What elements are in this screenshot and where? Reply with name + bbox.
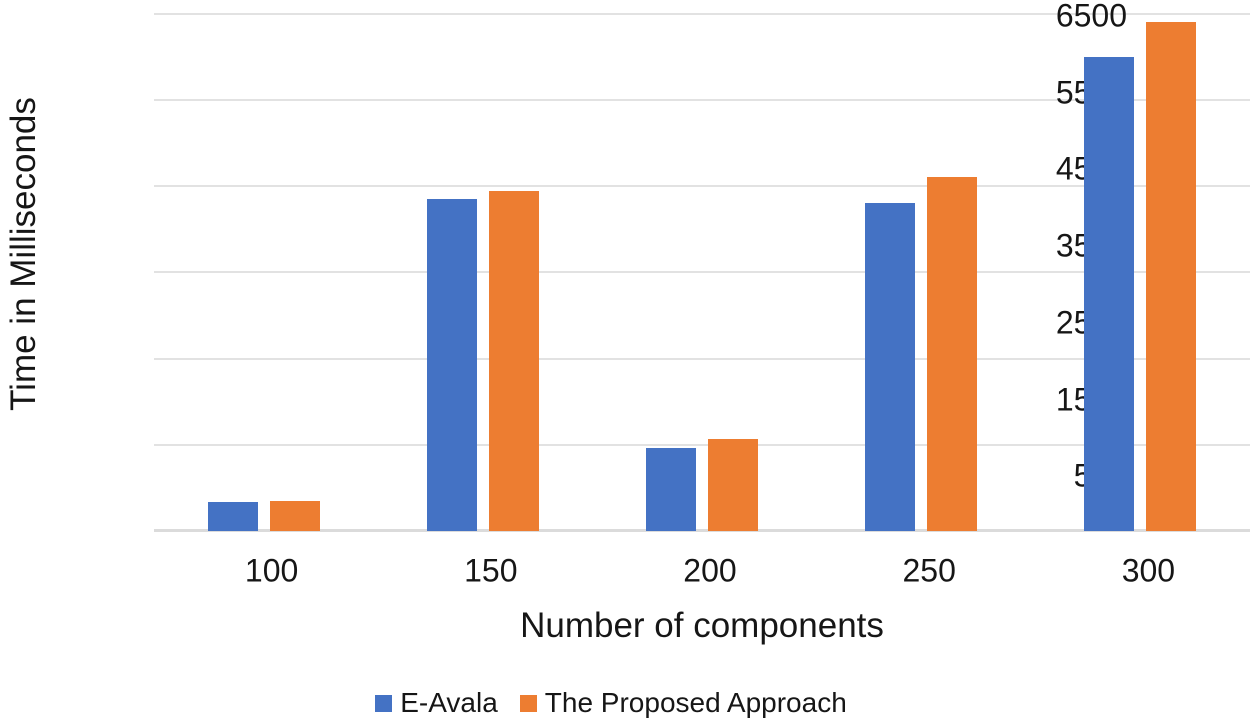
- x-axis-baseline: [154, 529, 1250, 532]
- bar-the-proposed-approach: [488, 191, 539, 531]
- x-tick-label: 200: [683, 552, 737, 589]
- legend-swatch-the-proposed-approach: [519, 694, 537, 712]
- bar-group: [207, 500, 320, 531]
- bar-the-proposed-approach: [269, 500, 320, 531]
- y-axis-title: Time in Milliseconds: [4, 97, 43, 411]
- gridline: [154, 185, 1250, 187]
- bar-the-proposed-approach: [708, 438, 758, 531]
- legend-label: The Proposed Approach: [544, 687, 847, 718]
- bar-e-avala: [646, 448, 696, 531]
- bar-e-avala: [207, 502, 258, 531]
- gridline: [154, 443, 1250, 446]
- gridline: [154, 12, 1250, 15]
- bar-the-proposed-approach: [1146, 22, 1197, 531]
- bar-group: [1084, 22, 1197, 531]
- y-tick-label: 6500: [1055, 0, 1127, 34]
- x-axis-title: Number of components: [520, 606, 884, 645]
- bar-group: [646, 438, 758, 531]
- gridline: [154, 357, 1250, 360]
- x-tick-label: 150: [464, 552, 518, 589]
- legend: E-Avala The Proposed Approach: [0, 687, 1238, 719]
- bar-group: [426, 191, 539, 531]
- gridline: [154, 98, 1250, 101]
- bar-the-proposed-approach: [927, 176, 978, 531]
- x-tick-label: 300: [1121, 552, 1176, 589]
- gridline: [154, 271, 1250, 274]
- legend-swatch-e-avala: [375, 694, 393, 712]
- legend-item-the-proposed-approach: The Proposed Approach: [519, 687, 847, 719]
- bar-group: [865, 176, 978, 531]
- bar-e-avala: [1084, 56, 1135, 531]
- bar-e-avala: [426, 199, 477, 531]
- legend-item-e-avala: E-Avala: [375, 687, 498, 719]
- bar-e-avala: [865, 203, 916, 531]
- x-tick-label: 100: [244, 552, 299, 589]
- x-tick-label: 250: [902, 552, 956, 589]
- legend-label: E-Avala: [400, 687, 498, 718]
